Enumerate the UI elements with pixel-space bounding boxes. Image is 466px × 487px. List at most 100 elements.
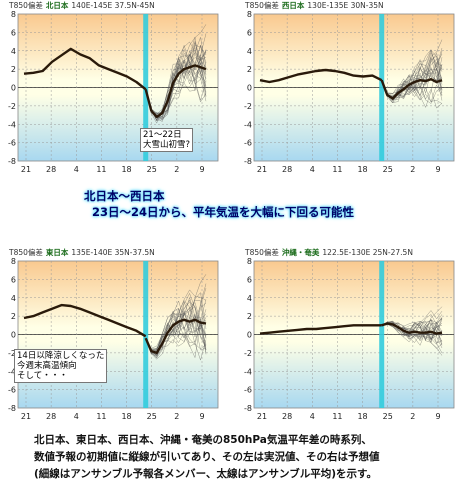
panel-region: 北日本 [45, 1, 69, 10]
ensemble-member-line [381, 49, 443, 104]
x-tick-label: 4 [74, 412, 79, 421]
x-tick-label: 28 [46, 412, 56, 421]
headline-line2: 23日〜24日から、平年気温を大幅に下回る可能性 [92, 205, 355, 219]
ensemble-member-line [145, 313, 207, 357]
y-tick-label: -4 [8, 120, 16, 129]
x-tick-label: 4 [74, 165, 79, 174]
chart-panel-east: T850偏差 東日本 135E-140E 35N-37.5N 8 6 4 2 0 -2 -4 -6… [4, 247, 224, 422]
ensemble-mean-line [381, 322, 443, 335]
panel-range: 140E-145E 37.5N-45N [71, 1, 155, 10]
ensemble-member-line [381, 52, 443, 97]
y-tick-label: 8 [247, 10, 252, 19]
x-tick-label: 2 [410, 165, 415, 174]
x-tick-label: 11 [96, 165, 106, 174]
y-tick-label: -8 [244, 157, 252, 166]
y-tick-label: -6 [244, 386, 252, 395]
chart-svg: 8 6 4 2 0 -2 -4 -6 -8 21 28 4 11 18 25 2 9 [244, 257, 455, 421]
y-tick-label: -4 [244, 367, 252, 376]
y-tick-label: 4 [11, 47, 16, 56]
panel-region: 東日本 [45, 248, 69, 257]
ensemble-member-line [381, 321, 443, 340]
y-tick-label: 4 [11, 294, 16, 303]
x-tick-label: 9 [435, 165, 440, 174]
chart-annotation: 14日以降涼しくなった 今週末高温傾向 そして・・・ [14, 349, 108, 383]
y-tick-label: 6 [247, 28, 252, 37]
x-tick-label: 9 [199, 412, 204, 421]
panel-range: 130E-135E 30N-35N [307, 1, 384, 10]
annotation-line: 大雪山初雪? [143, 140, 191, 150]
ensemble-member-line [145, 313, 207, 356]
chart-panel-okinawa: T850偏差 沖縄・奄美 122.5E-130E 25N-27.5N 8 6 4 2 0 -2… [240, 247, 460, 422]
y-tick-label: 0 [11, 84, 16, 93]
ensemble-member-line [381, 72, 443, 94]
y-tick-label: 4 [247, 47, 252, 56]
chart-panel-west: T850偏差 西日本 130E-135E 30N-35N 8 6 4 2 0 -2 -4 -6 -8… [240, 0, 460, 175]
y-tick-label: -4 [8, 367, 16, 376]
x-tick-label: 21 [21, 412, 31, 421]
y-tick-label: 8 [11, 257, 16, 266]
x-tick-label: 2 [174, 165, 179, 174]
panel-title-prefix: T850偏差 [245, 1, 279, 10]
panel-title-prefix: T850偏差 [9, 248, 43, 257]
x-tick-label: 21 [21, 165, 31, 174]
ensemble-member-line [145, 41, 207, 122]
x-tick-label: 11 [332, 412, 342, 421]
x-tick-label: 28 [46, 165, 56, 174]
panel-title: T850偏差 東日本 135E-140E 35N-37.5N [9, 247, 155, 259]
x-tick-label: 2 [410, 412, 415, 421]
x-tick-label: 4 [310, 412, 315, 421]
ensemble-mean-line [380, 77, 443, 100]
panel-range: 122.5E-130E 25N-27.5N [322, 248, 413, 257]
x-tick-label: 25 [147, 412, 157, 421]
panel-title: T850偏差 西日本 130E-135E 30N-35N [245, 0, 384, 12]
caption-line: (細線はアンサンブル予報各メンバー、太線はアンサンブル平均)を示す。 [34, 468, 377, 480]
annotation-line: そして・・・ [17, 371, 68, 381]
ensemble-member-line [381, 321, 443, 341]
panel-region: 西日本 [281, 1, 305, 10]
annotation-line: 21〜22日 [143, 130, 182, 140]
x-tick-label: 21 [257, 412, 267, 421]
observed-line [23, 47, 147, 91]
initial-time-line [143, 261, 149, 408]
x-tick-label: 18 [121, 165, 131, 174]
y-tick-label: -2 [244, 349, 252, 358]
annotation-line: 今週末高温傾向 [17, 361, 77, 371]
y-tick-label: 6 [11, 28, 16, 37]
ensemble-mean-line [144, 318, 207, 355]
chart-svg: 8 6 4 2 0 -2 -4 -6 -8 21 28 4 11 18 25 2 9 [8, 257, 219, 421]
initial-time-line [379, 261, 385, 408]
ensemble-member-line [381, 320, 443, 344]
ensemble-member-line [145, 299, 207, 350]
y-tick-label: -8 [8, 404, 16, 413]
y-tick-label: 0 [11, 331, 16, 340]
headline-line1: 北日本〜西日本 [84, 189, 165, 203]
x-tick-label: 28 [282, 412, 292, 421]
x-tick-label: 11 [96, 412, 106, 421]
x-tick-label: 2 [174, 412, 179, 421]
x-tick-label: 4 [310, 165, 315, 174]
x-tick-label: 28 [282, 165, 292, 174]
y-tick-label: 2 [11, 312, 16, 321]
x-tick-label: 18 [357, 165, 367, 174]
y-tick-label: 0 [247, 331, 252, 340]
y-tick-label: -8 [8, 157, 16, 166]
y-tick-label: 6 [247, 275, 252, 284]
x-tick-label: 9 [435, 412, 440, 421]
y-tick-label: -6 [8, 139, 16, 148]
y-tick-label: 2 [11, 65, 16, 74]
y-tick-label: 2 [247, 65, 252, 74]
ensemble-member-line [145, 36, 207, 121]
y-tick-label: -6 [244, 139, 252, 148]
observed-line [259, 324, 382, 335]
x-tick-label: 21 [257, 165, 267, 174]
x-tick-label: 11 [332, 165, 342, 174]
panel-range: 135E-140E 35N-37.5N [71, 248, 155, 257]
ensemble-members [145, 274, 207, 361]
x-tick-label: 18 [357, 412, 367, 421]
ensemble-member-line [381, 317, 443, 343]
initial-time-line [143, 14, 149, 161]
x-tick-label: 25 [383, 165, 393, 174]
y-tick-label: -2 [8, 349, 16, 358]
y-tick-label: 2 [247, 312, 252, 321]
ensemble-member-line [145, 24, 207, 115]
